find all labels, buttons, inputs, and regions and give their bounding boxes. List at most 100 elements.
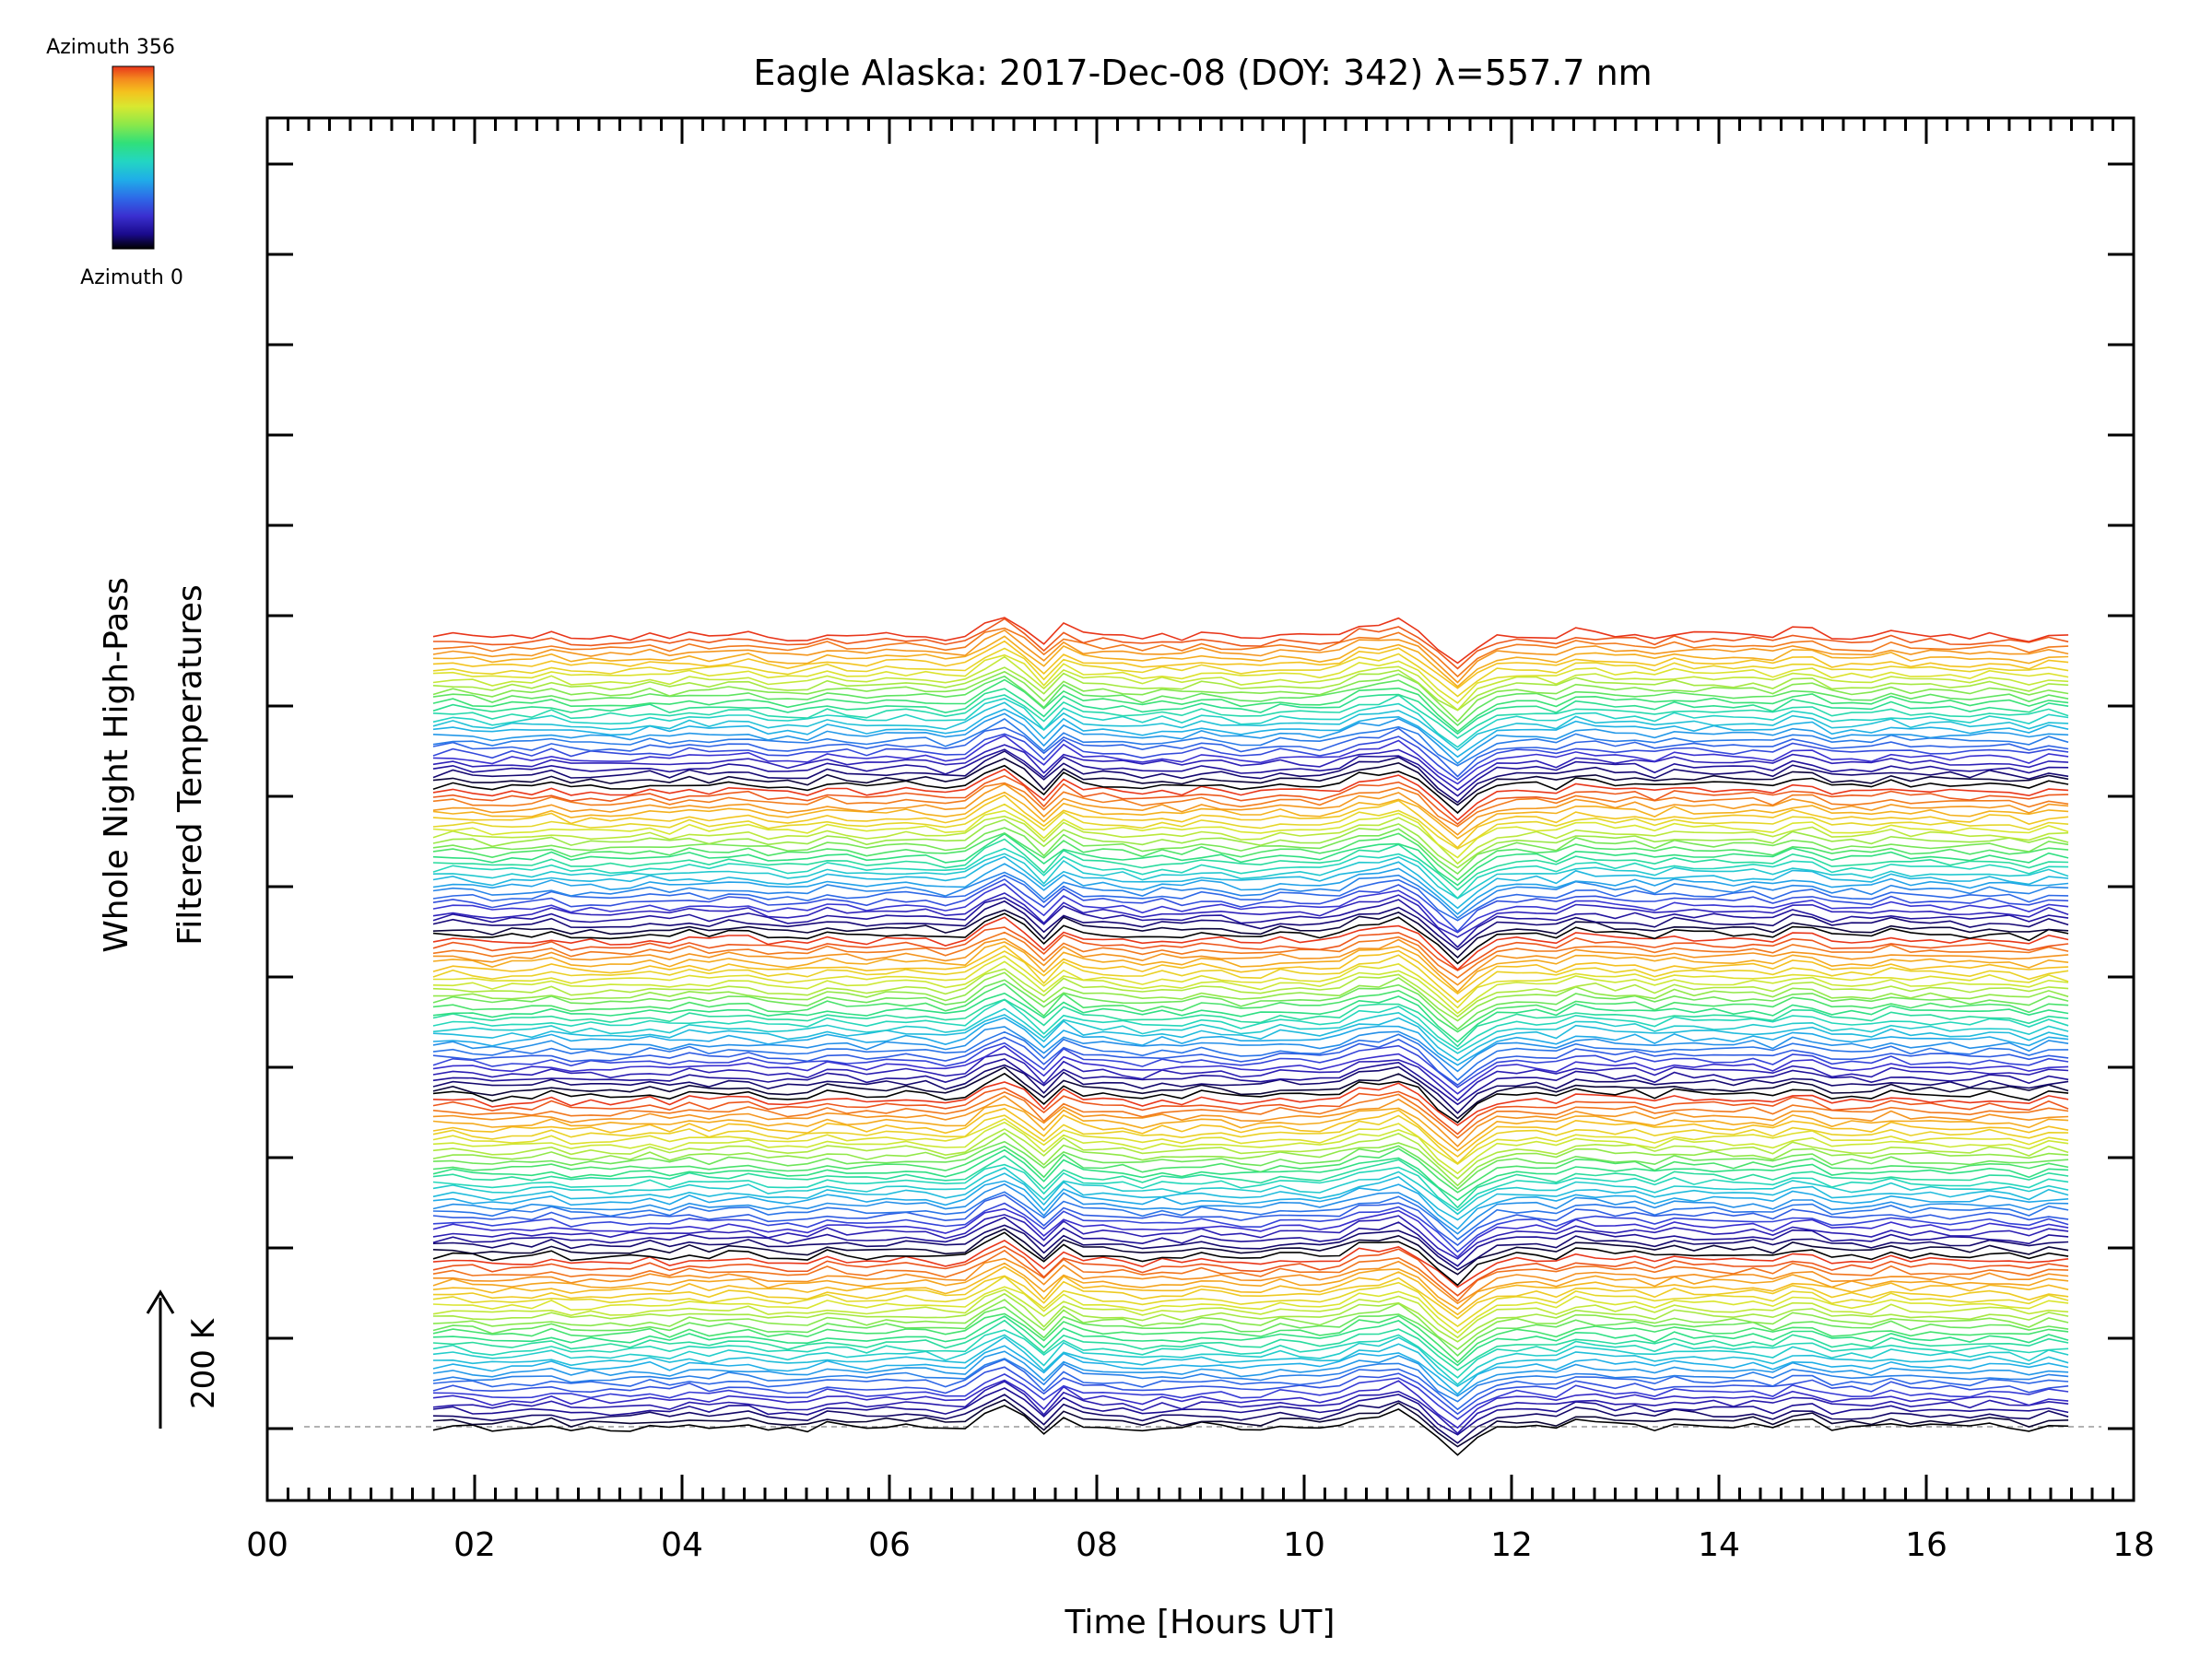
series-line bbox=[432, 1180, 2069, 1230]
series-line bbox=[432, 945, 2069, 995]
series-line bbox=[432, 1350, 2069, 1397]
series-line bbox=[432, 617, 2069, 665]
x-tick-label: 00 bbox=[246, 1526, 288, 1564]
series-line bbox=[432, 1091, 2069, 1139]
series-line bbox=[432, 818, 2069, 869]
series-line bbox=[432, 971, 2069, 1022]
series-line bbox=[432, 1275, 2069, 1327]
series-line bbox=[432, 1194, 2069, 1247]
series-line bbox=[432, 803, 2069, 850]
series-line bbox=[432, 1359, 2069, 1411]
series-line bbox=[432, 1128, 2069, 1180]
series-line bbox=[432, 670, 2069, 723]
series-line bbox=[432, 629, 2069, 684]
series-line bbox=[432, 1014, 2069, 1062]
series-line bbox=[432, 1017, 2069, 1066]
series-line bbox=[432, 1214, 2069, 1260]
series-line bbox=[432, 794, 2069, 849]
series-line bbox=[432, 675, 2069, 727]
series-line bbox=[432, 678, 2069, 733]
series-line bbox=[432, 941, 2069, 994]
series-line bbox=[432, 1373, 2069, 1420]
series-line bbox=[432, 1329, 2069, 1379]
series-line bbox=[432, 950, 2069, 1004]
series-line bbox=[432, 735, 2069, 785]
series-line bbox=[432, 809, 2069, 859]
series-line bbox=[433, 955, 2069, 1009]
series-line bbox=[432, 1231, 2069, 1287]
series-line bbox=[432, 1306, 2069, 1357]
x-tick-label: 14 bbox=[1698, 1526, 1740, 1564]
series-line bbox=[432, 878, 2069, 933]
series-line bbox=[432, 1224, 2069, 1271]
x-tick-label: 04 bbox=[661, 1526, 703, 1564]
series-line bbox=[432, 1065, 2069, 1120]
series-line bbox=[432, 1319, 2069, 1371]
tick-group bbox=[265, 118, 2136, 1500]
series-line bbox=[432, 1036, 2069, 1087]
series-line bbox=[432, 1249, 2069, 1302]
x-tick-labels: 00 02 04 06 08 10 12 14 16 18 bbox=[246, 1526, 2155, 1564]
series-line bbox=[432, 1299, 2069, 1350]
series-line bbox=[432, 1315, 2069, 1367]
series-line bbox=[432, 1064, 2069, 1114]
series-line bbox=[432, 655, 2069, 712]
series-line bbox=[432, 1288, 2069, 1339]
series-line bbox=[432, 1163, 2069, 1212]
series-line bbox=[432, 1265, 2069, 1316]
x-tick-label: 10 bbox=[1283, 1526, 1325, 1564]
series-line bbox=[432, 815, 2069, 865]
series-line bbox=[432, 640, 2069, 689]
series-line bbox=[432, 968, 2069, 1018]
series-line bbox=[432, 1207, 2069, 1258]
series-line bbox=[432, 838, 2069, 891]
series-line bbox=[432, 653, 2069, 704]
series-line bbox=[432, 847, 2069, 900]
series-line bbox=[432, 1239, 2069, 1288]
series-line bbox=[433, 1275, 2069, 1320]
series-line bbox=[432, 733, 2069, 781]
series-line bbox=[432, 1041, 2069, 1088]
series-line bbox=[432, 871, 2069, 920]
series-line bbox=[432, 774, 2069, 826]
x-tick-label: 16 bbox=[1905, 1526, 1947, 1564]
series-line bbox=[432, 1045, 2069, 1095]
colorbar bbox=[112, 65, 155, 250]
series-line bbox=[432, 900, 2069, 951]
series-line bbox=[432, 718, 2069, 767]
series-line bbox=[432, 768, 2069, 821]
series-line bbox=[432, 998, 2069, 1048]
series-line bbox=[432, 726, 2069, 778]
series-line bbox=[432, 1155, 2069, 1209]
series-line bbox=[432, 1405, 2069, 1456]
series-line bbox=[432, 1132, 2069, 1187]
series-line bbox=[432, 1026, 2069, 1073]
series-line bbox=[432, 931, 2069, 979]
series-line bbox=[432, 1358, 2069, 1403]
series-line bbox=[432, 1334, 2069, 1386]
colorbar-bottom-label: Azimuth 0 bbox=[80, 266, 183, 289]
series-line bbox=[432, 1007, 2069, 1054]
series-line bbox=[432, 912, 2069, 965]
series-line bbox=[432, 1202, 2069, 1253]
series-line bbox=[432, 1172, 2069, 1221]
series-line bbox=[432, 916, 2069, 971]
x-axis-label: Time [Hours UT] bbox=[1065, 1604, 1335, 1641]
series-line bbox=[432, 1345, 2069, 1395]
x-tick-label: 08 bbox=[1076, 1526, 1118, 1564]
series-line bbox=[432, 791, 2069, 840]
series-line bbox=[432, 874, 2069, 922]
series-line bbox=[432, 1191, 2069, 1241]
series-line bbox=[432, 1072, 2069, 1124]
x-tick-label: 06 bbox=[868, 1526, 911, 1564]
series-line bbox=[432, 1335, 2069, 1388]
series-line bbox=[432, 1145, 2069, 1194]
series-line bbox=[432, 1398, 2069, 1448]
series-line bbox=[432, 1058, 2069, 1106]
series-line bbox=[432, 627, 2069, 678]
series-line bbox=[432, 758, 2069, 806]
series-line bbox=[432, 892, 2069, 938]
series-line bbox=[432, 855, 2069, 910]
x-tick-label: 02 bbox=[453, 1526, 496, 1564]
series-line bbox=[432, 764, 2069, 815]
